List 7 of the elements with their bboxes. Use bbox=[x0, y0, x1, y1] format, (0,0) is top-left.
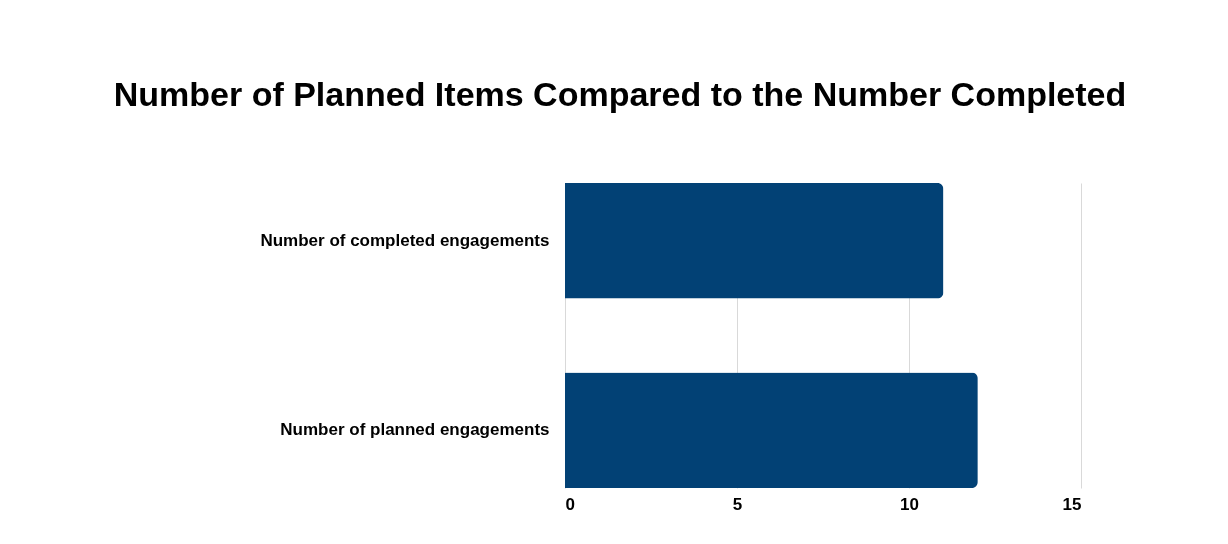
x-tick-label: 10 bbox=[900, 494, 919, 514]
y-tick-label: Number of completed engagements bbox=[260, 230, 550, 250]
x-tick-label: 0 bbox=[565, 494, 575, 514]
x-tick-label: 5 bbox=[732, 494, 743, 514]
chart-title: Number of Planned Items Compared to the Number Completed bbox=[113, 75, 1127, 113]
y-tick-label: Number of planned engagements bbox=[280, 420, 550, 440]
x-tick-label: 15 bbox=[1062, 494, 1082, 514]
